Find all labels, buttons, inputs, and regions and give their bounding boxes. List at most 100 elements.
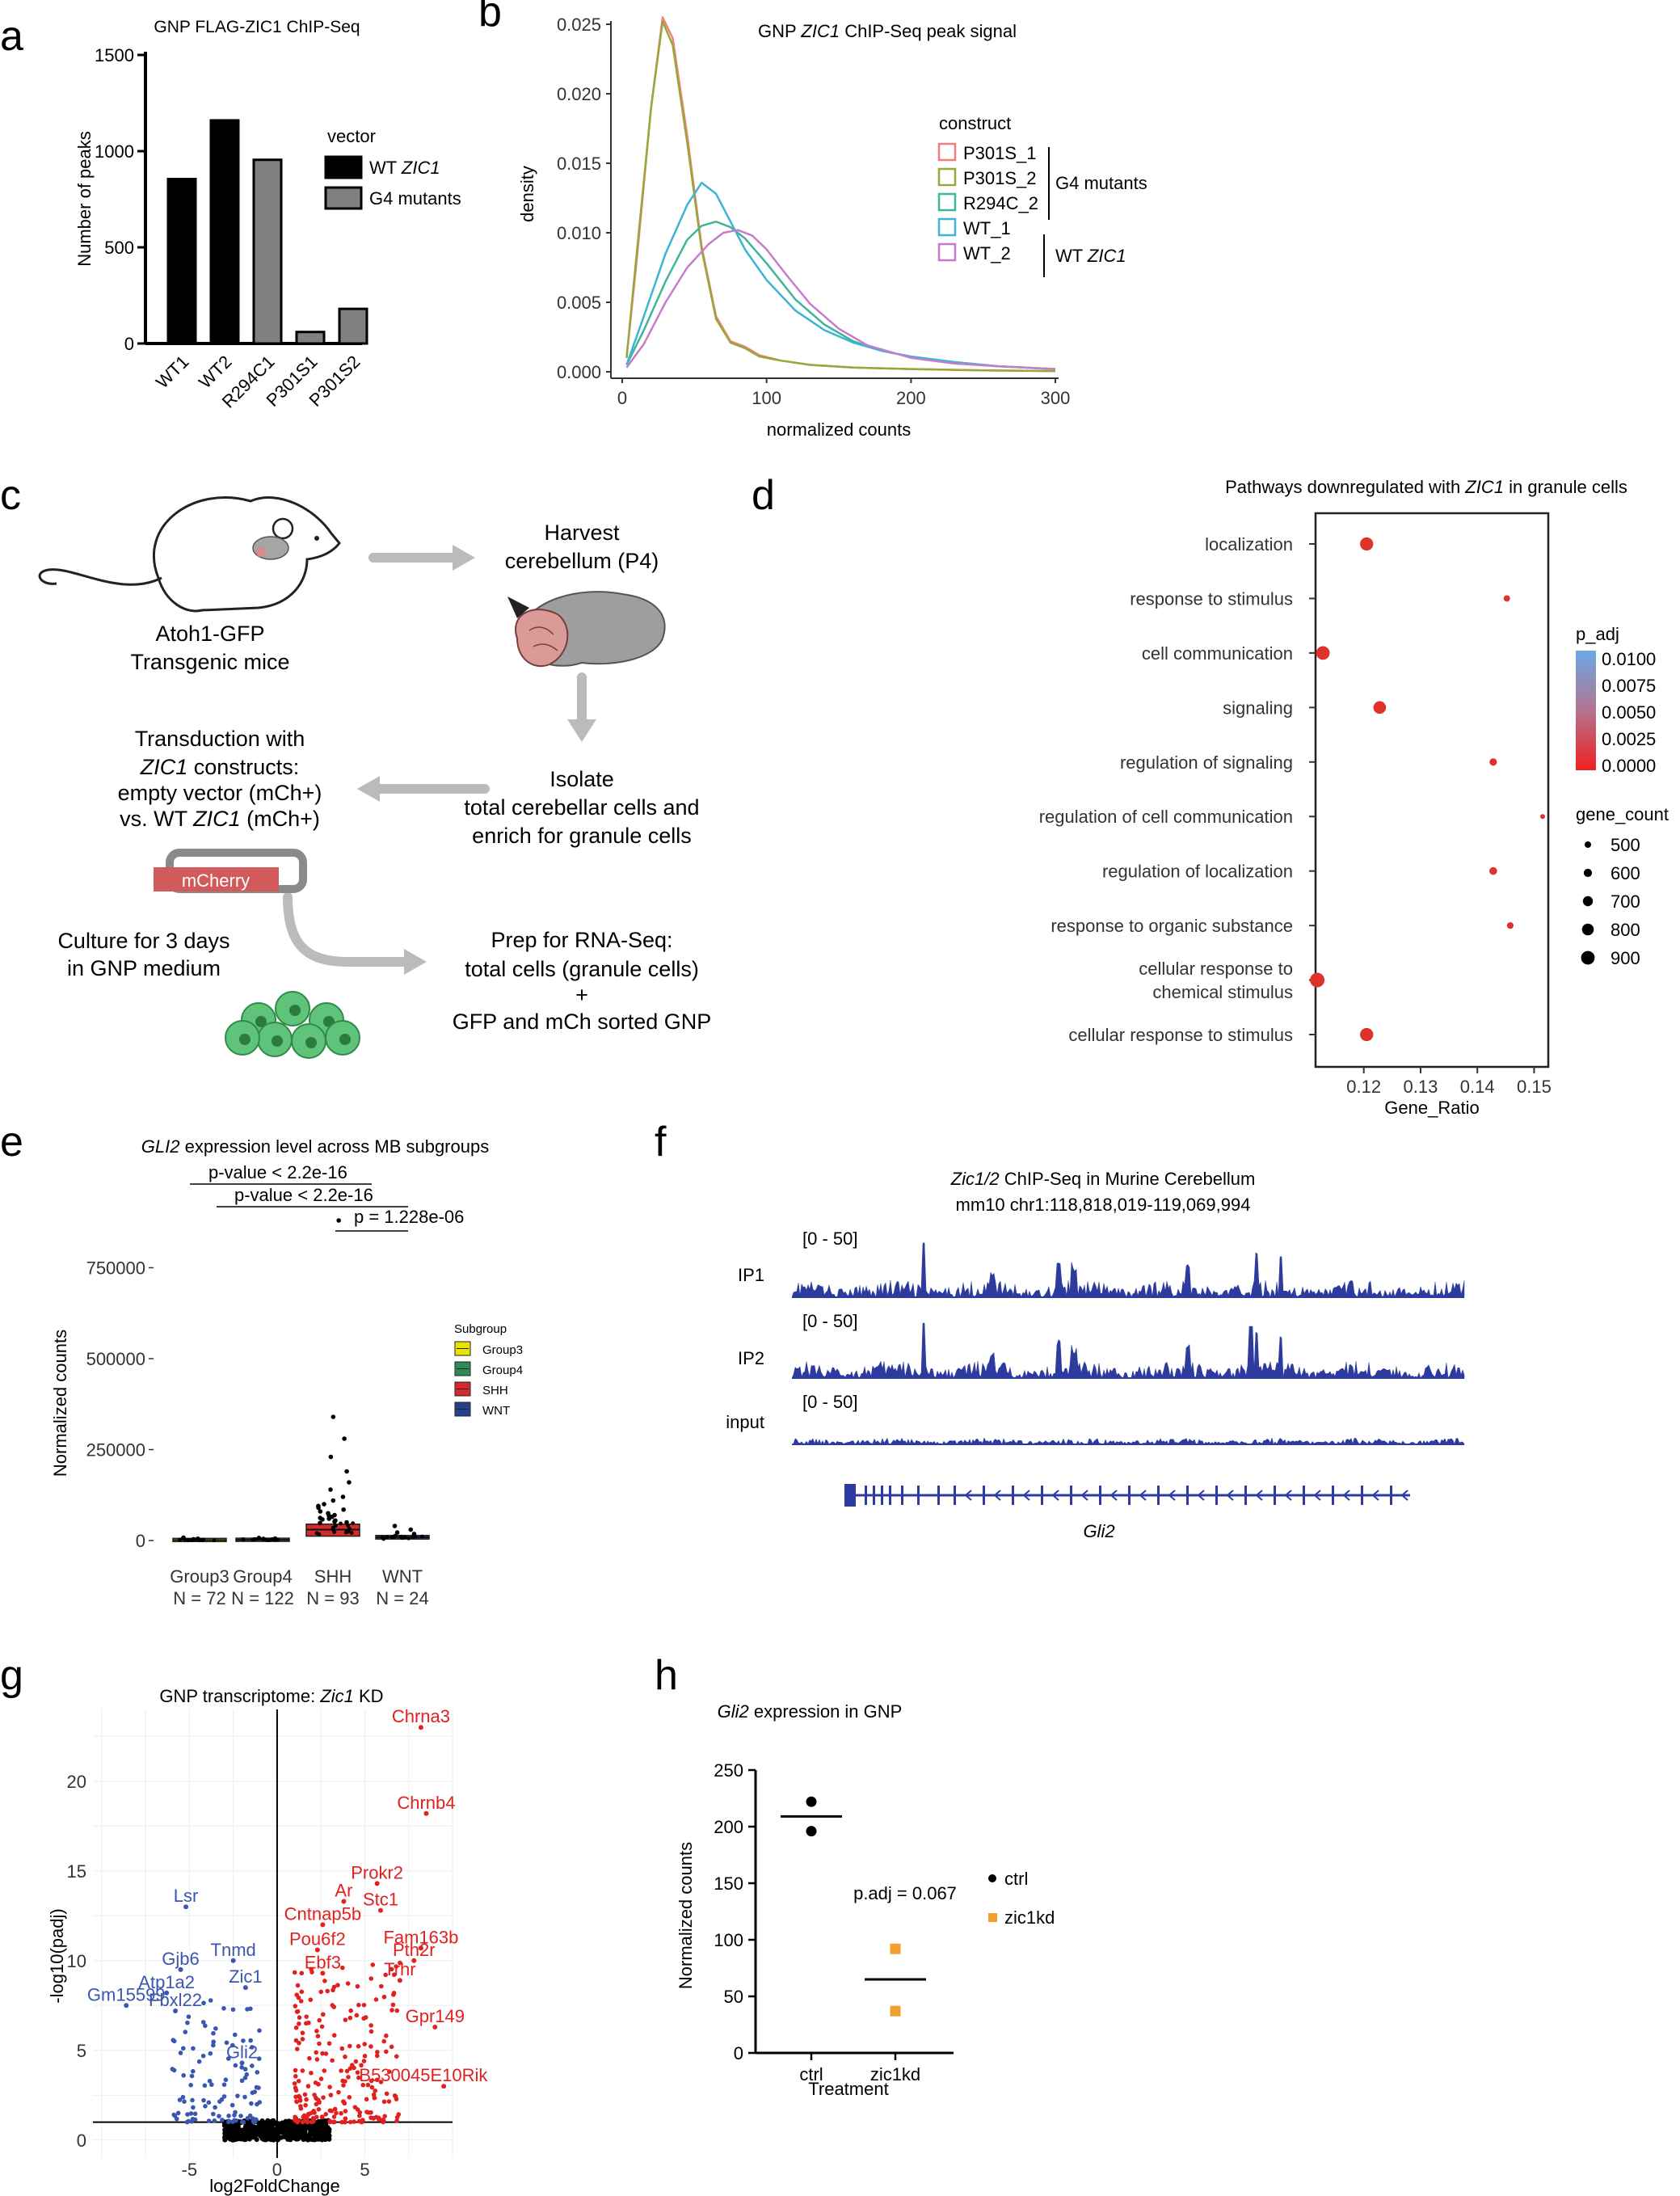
strand-arrow [1080,1490,1088,1501]
y-axis-label: density [517,166,537,222]
gene-exon [937,1486,940,1505]
legend-dot-zic1kd [988,1913,997,1922]
y-tick-label: 0 [77,2131,86,2151]
point-down [230,2042,235,2048]
point-up [384,2033,389,2038]
point-up [355,2070,360,2075]
point-up [391,1992,396,1997]
gene-label-Prokr2: Prokr2 [351,1862,403,1882]
dot-cell-communication [1316,646,1330,660]
point-up [314,2096,319,2101]
legend-label: G4 mutants [369,188,461,209]
point-up [394,2054,399,2059]
data-point [381,1536,386,1541]
gene-exon [1332,1486,1334,1505]
legend-label: P301S_1 [963,143,1037,163]
point-up-labeled [411,1958,417,1963]
x-tick-label: zic1kd [870,2064,920,2084]
x-tick-label: Group4 [233,1566,292,1587]
pvalue-annotation: p-value < 2.2e-16 [234,1185,373,1205]
dot-cellular-response-to-chemical-stimulus [1310,972,1325,988]
point-ns [258,2133,263,2139]
point-up [307,2055,312,2061]
point-up [300,2030,305,2036]
point-down [180,2046,186,2051]
dot-cellular-response-to-stimulus [1360,1027,1374,1042]
legend-label-ctrl: ctrl [1004,1869,1028,1889]
point-up [304,2014,309,2019]
point-up-labeled [341,1899,347,1904]
point-up [335,1983,340,1987]
category-label: signaling [1223,698,1293,718]
data-point [349,1531,354,1535]
x-tick-label: 0 [272,2160,282,2180]
point-down [206,2118,212,2123]
point-up-labeled [320,1922,326,1928]
data-point [393,1533,398,1538]
point-up [319,2024,325,2030]
chart-title: Gli2 expression in GNP [718,1701,903,1722]
x-tick-label: 0.13 [1404,1077,1438,1097]
point-down [209,2082,214,2088]
point-down [221,2094,227,2099]
data-point-ctrl [806,1796,817,1807]
point-up [356,2043,361,2049]
point-up [339,2046,345,2051]
track-label-IP1: IP1 [738,1265,764,1285]
y-tick-label: 50 [724,1987,743,2007]
step-label: GFP and mCh sorted GNP [453,1009,712,1034]
panel-letter-a: a [0,13,23,60]
point-up [329,2108,335,2114]
point-up [320,2051,325,2056]
size-legend-dot [1581,923,1594,936]
y-tick-label: 250 [714,1760,743,1781]
legend-label: WNT [482,1404,510,1418]
point-down [226,2119,231,2125]
point-down [200,2053,206,2059]
mouse-label: Transgenic mice [130,650,289,674]
strand-arrow [993,1490,1001,1501]
x-axis-label: Treatment [808,2079,888,2099]
point-ns [305,2137,310,2143]
point-up [304,2097,309,2102]
y-tick-label: 0.015 [557,154,601,174]
point-up [343,2116,348,2122]
y-tick-label: 10 [67,1951,86,1971]
point-down [248,2038,253,2043]
point-up [355,1983,360,1989]
x-axis-label: Gene_Ratio [1384,1098,1479,1118]
point-up [314,2101,319,2107]
point-down [177,2097,183,2102]
series-line-WT_2 [625,229,1056,370]
size-legend-label: 600 [1611,863,1640,883]
point-up [322,1979,327,1983]
point-up [328,2093,334,2097]
point-up [387,2069,392,2075]
point-down [238,2114,243,2118]
data-point [344,1519,349,1525]
y-tick-label: 250000 [86,1440,145,1460]
point-up [394,2118,399,2123]
gene-exon [1361,1486,1363,1505]
point-up [330,2058,335,2063]
point-up [356,2002,361,2008]
gene-label-Chrnb4: Chrnb4 [397,1793,455,1813]
data-point [263,1536,267,1541]
point-ns [221,2122,227,2128]
point-down [249,2101,254,2106]
point-up [382,2114,387,2119]
chart-title: GLI2 expression level across MB subgroup… [141,1136,489,1157]
point-up [294,2046,300,2051]
point-up [370,2115,376,2121]
step-label: total cells (granule cells) [465,957,699,981]
data-point [200,1538,205,1542]
step-label: vs. WT ZIC1 (mCh+) [120,807,320,831]
point-down [256,2085,261,2090]
legend-swatch [937,142,957,162]
point-down [240,2119,245,2125]
point-up [293,2118,298,2123]
y-axis-label: -log10(padj) [47,1908,67,2003]
gene-exon [1186,1486,1189,1505]
legend-label: Group4 [482,1364,523,1377]
gene-label-Fbxl22: Fbxl22 [149,1990,202,2010]
